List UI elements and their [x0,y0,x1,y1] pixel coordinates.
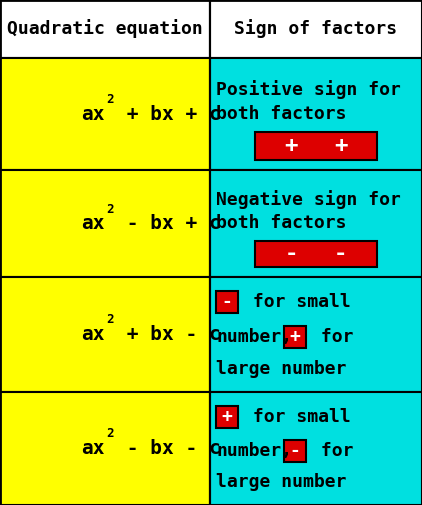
Bar [254,132,378,160]
Bar [0,277,210,392]
Text: - bx - c: - bx - c [115,439,221,458]
Text: -: - [289,442,300,460]
Text: + bx - c: + bx - c [115,325,221,344]
Text: - bx + c: - bx + c [115,214,221,233]
Text: Quadratic equation: Quadratic equation [7,20,203,38]
Text: +: + [285,136,298,156]
Bar [0,170,210,277]
Text: +: + [334,136,347,156]
Text: +: + [222,408,233,426]
Bar [0,0,210,58]
Text: Negative sign for: Negative sign for [216,190,401,210]
Text: number,: number, [216,328,292,346]
Bar [210,58,422,170]
Bar [254,240,378,267]
Text: + bx + c: + bx + c [115,105,221,124]
Text: ax: ax [81,105,105,124]
Text: for: for [310,442,354,460]
Bar [210,392,422,505]
Text: both factors: both factors [216,215,346,232]
Text: 2: 2 [106,427,114,440]
Bar [216,291,238,313]
Text: Positive sign for: Positive sign for [216,80,401,99]
Text: -: - [334,244,347,264]
Bar [210,170,422,277]
Text: Sign of factors: Sign of factors [235,20,398,38]
Text: large number: large number [216,473,346,491]
Text: large number: large number [216,360,346,378]
Text: 2: 2 [106,203,114,216]
Text: number,: number, [216,442,292,460]
Text: +: + [289,328,300,346]
Text: -: - [285,244,298,264]
Bar [0,392,210,505]
Text: ax: ax [81,325,105,344]
Text: ax: ax [81,214,105,233]
Bar [210,0,422,58]
Text: -: - [222,293,233,311]
Bar [216,406,238,428]
Bar [284,440,306,462]
Bar [210,277,422,392]
Text: ax: ax [81,439,105,458]
Text: for small: for small [242,408,351,426]
Text: for small: for small [242,293,351,311]
Bar [284,326,306,348]
Text: for: for [310,328,354,346]
Text: 2: 2 [106,313,114,326]
Text: 2: 2 [106,93,114,106]
Text: both factors: both factors [216,105,346,123]
Bar [0,58,210,170]
